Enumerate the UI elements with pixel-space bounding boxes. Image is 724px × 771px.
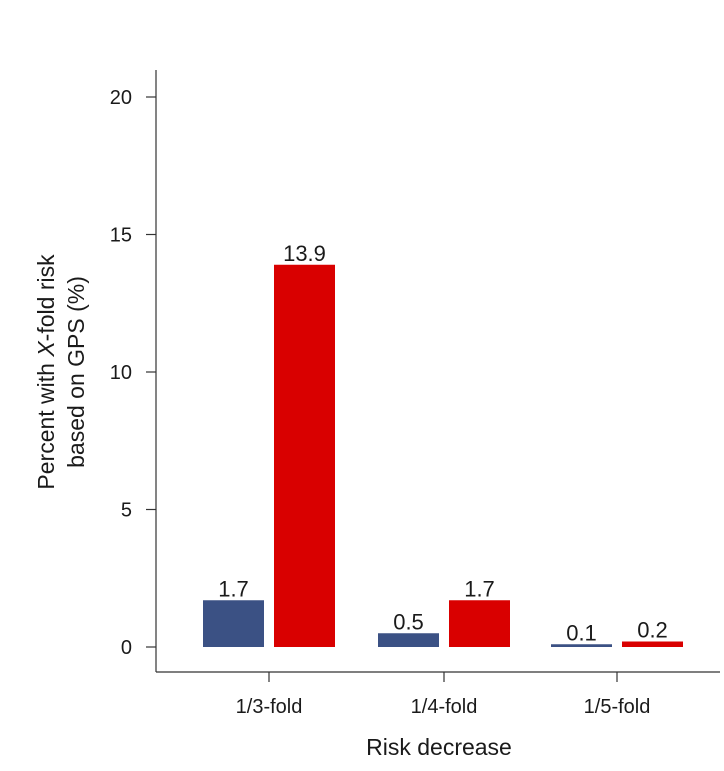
y-ticks: 0 5 10 15 20 — [110, 87, 156, 659]
bar-value-label: 0.2 — [637, 618, 668, 643]
data-labels: 1.7 0.5 0.1 13.9 1.7 0.2 — [218, 241, 668, 646]
bar — [378, 633, 439, 647]
y-axis-title-line1: Percent with X-fold risk — [33, 254, 59, 490]
bar — [551, 644, 612, 647]
y-tick-label: 0 — [121, 637, 132, 659]
bar — [622, 641, 683, 647]
bar-value-label: 1.7 — [218, 576, 249, 601]
x-tick-label: 1/4-fold — [411, 696, 478, 718]
y-axis-title-line2: based on GPS (%) — [63, 276, 89, 468]
y-tick-label: 10 — [110, 362, 132, 384]
x-tick-label: 1/5-fold — [584, 696, 651, 718]
bar-value-label: 13.9 — [283, 241, 326, 266]
bar-value-label: 0.5 — [393, 609, 424, 634]
bar — [203, 600, 264, 647]
y-axis-title-line1-variable: X — [33, 340, 59, 358]
bar — [274, 264, 335, 647]
y-tick-label: 15 — [110, 225, 132, 247]
bar — [449, 600, 510, 647]
y-axis-title-line1-end: -fold risk — [33, 254, 59, 341]
x-tick-label: 1/3-fold — [236, 696, 303, 718]
y-axis-title: Percent with X-fold risk based on GPS (%… — [33, 254, 89, 490]
x-ticks: 1/3-fold 1/4-fold 1/5-fold — [236, 672, 651, 718]
x-axis-title: Risk decrease — [366, 734, 512, 760]
y-axis-title-line1-start: Percent with — [33, 357, 59, 490]
bar-value-label: 0.1 — [566, 620, 597, 645]
y-tick-label: 5 — [121, 500, 132, 522]
y-tick-label: 20 — [110, 87, 132, 109]
bars — [203, 264, 683, 647]
bar-value-label: 1.7 — [464, 576, 495, 601]
